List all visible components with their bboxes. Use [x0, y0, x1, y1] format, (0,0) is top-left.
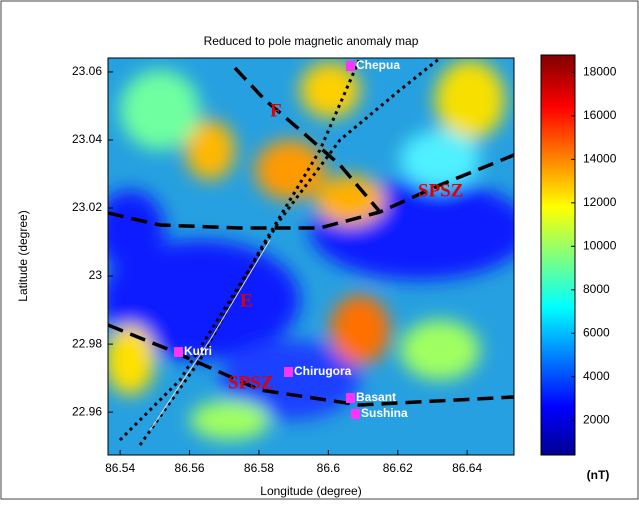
place-label: Sushina — [361, 406, 408, 420]
y-tick-label: 23.06 — [72, 64, 102, 78]
colorbar-tick-label: 4000 — [583, 369, 610, 383]
x-tick-label: 86.64 — [452, 461, 482, 475]
anomaly-field — [95, 58, 530, 455]
colorbar-tick-label: 18000 — [583, 65, 617, 79]
colorbar-tick-label: 6000 — [583, 325, 610, 339]
place-marker — [346, 393, 355, 403]
place-label: Kutri — [184, 344, 212, 358]
x-tick-label: 86.62 — [383, 461, 413, 475]
chart-title: Reduced to pole magnetic anomaly map — [204, 34, 419, 48]
place-marker — [351, 409, 360, 419]
place-label: Chepua — [356, 58, 400, 72]
place-marker — [346, 61, 355, 71]
y-axis-label: Latitude (degree) — [16, 210, 30, 301]
colorbar-tick-label: 2000 — [583, 412, 610, 426]
place-label: Basant — [356, 390, 396, 404]
x-tick-label: 86.6 — [317, 461, 341, 475]
y-tick-label: 22.98 — [72, 336, 102, 350]
figure: Reduced to pole magnetic anomaly map Lo — [0, 0, 639, 500]
colorbar-tick-label: 16000 — [583, 108, 617, 122]
colorbar-label: (nT) — [587, 468, 610, 482]
y-tick-label: 22.96 — [72, 404, 102, 418]
structure-label: E — [240, 290, 253, 311]
y-tick-label: 23.04 — [72, 132, 102, 146]
colorbar-tick-label: 8000 — [583, 282, 610, 296]
place-marker — [284, 367, 293, 377]
colorbar-tick-label: 14000 — [583, 152, 617, 166]
colorbar-tick-label: 12000 — [583, 195, 617, 209]
x-tick-label: 86.56 — [175, 461, 205, 475]
structure-label: F — [270, 100, 282, 121]
colorbar-tick-label: 10000 — [583, 238, 617, 252]
y-tick-label: 23 — [89, 268, 103, 282]
colorbar — [541, 55, 575, 455]
x-tick-label: 86.58 — [244, 461, 274, 475]
structure-label: SPSZ — [418, 180, 463, 201]
y-tick-label: 23.02 — [72, 200, 102, 214]
structure-label: SPSZ — [228, 372, 273, 393]
x-axis-label: Longitude (degree) — [260, 484, 361, 498]
place-marker — [174, 347, 183, 357]
x-tick-label: 86.54 — [105, 461, 135, 475]
place-label: Chirugora — [294, 364, 352, 378]
